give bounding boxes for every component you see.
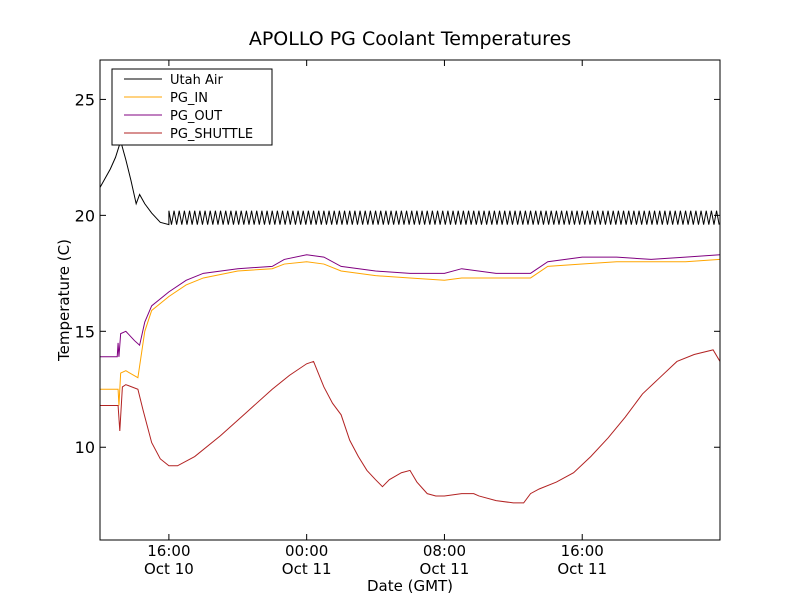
x-tick-label-date: Oct 11 <box>420 560 470 578</box>
x-tick-label-time: 00:00 <box>285 542 328 560</box>
x-tick-label-date: Oct 11 <box>282 560 332 578</box>
x-tick-label-date: Oct 10 <box>144 560 194 578</box>
y-tick-label: 20 <box>75 206 95 225</box>
legend-label-pg-in: PG_IN <box>170 91 208 106</box>
series-line-pg-shuttle <box>100 349 720 504</box>
legend-label-utah-air: Utah Air <box>170 73 223 88</box>
x-tick-label-time: 16:00 <box>147 542 190 560</box>
plot-frame <box>99 59 721 541</box>
x-tick-label-time: 08:00 <box>423 542 466 560</box>
legend-box <box>111 68 273 146</box>
legend-label-pg-out: PG_OUT <box>170 109 222 124</box>
series-line-utah-air <box>100 139 720 226</box>
x-tick-label-time: 16:00 <box>561 542 604 560</box>
y-axis-label: Temperature (C) <box>55 239 73 362</box>
x-tick-label-date: Oct 11 <box>557 560 607 578</box>
series-line-pg-out <box>100 254 720 358</box>
legend: Utah Air PG_IN PG_OUT PG_SHUTTLE <box>111 68 273 146</box>
y-tick-label: 10 <box>75 438 95 457</box>
series-layer <box>100 139 720 504</box>
y-tick-label: 15 <box>75 322 95 341</box>
y-tick-label: 25 <box>75 90 95 109</box>
legend-label-pg-shuttle: PG_SHUTTLE <box>170 127 253 142</box>
x-axis-label: Date (GMT) <box>367 577 453 595</box>
chart-title: APOLLO PG Coolant Temperatures <box>249 28 571 50</box>
series-line-pg-in <box>100 258 720 406</box>
